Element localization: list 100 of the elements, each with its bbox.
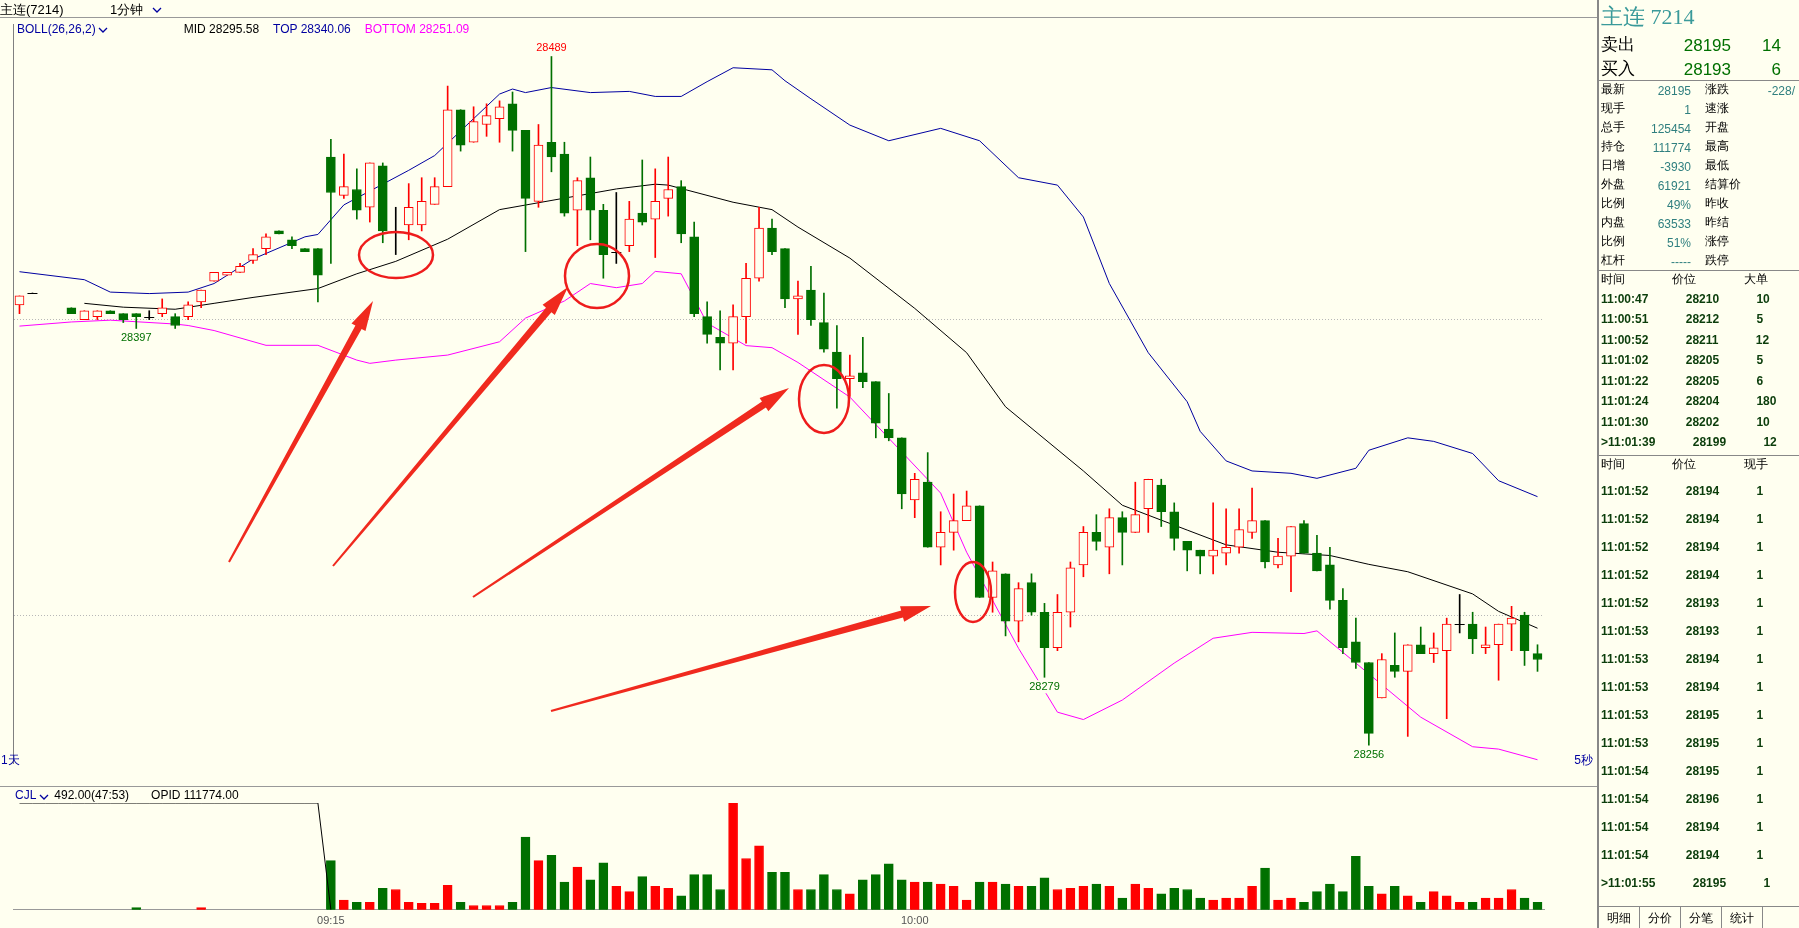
bar bbox=[896, 879, 907, 910]
bar bbox=[520, 836, 531, 910]
bar bbox=[390, 889, 401, 910]
bar bbox=[741, 858, 751, 910]
bar bbox=[1376, 893, 1387, 910]
text: 买入 28193 6 bbox=[1601, 59, 1781, 79]
text: 11:01:52 28194 1 bbox=[1601, 567, 1764, 582]
text: 11:01:52 28194 1 bbox=[1601, 511, 1764, 526]
text: 外盘 61921 结算价 bbox=[1601, 177, 1741, 193]
candlestick bbox=[650, 168, 661, 258]
candlestick bbox=[663, 156, 674, 217]
text: 明细 分价 分笔 统计 bbox=[1607, 911, 1754, 925]
text: 11:01:53 28195 1 bbox=[1601, 707, 1764, 722]
text: 日增 -3930 最低 bbox=[1601, 158, 1729, 174]
text: 比例 51% 涨停 bbox=[1601, 234, 1729, 250]
bar bbox=[1260, 867, 1270, 910]
candlestick bbox=[1195, 549, 1205, 575]
text: 11:00:47 28210 10 bbox=[1601, 291, 1770, 306]
bar bbox=[377, 888, 388, 910]
bar bbox=[1325, 883, 1335, 910]
series-label: OPID 111774.00 bbox=[151, 788, 239, 802]
text: 时间 价位 大单 bbox=[1601, 272, 1768, 286]
bar bbox=[624, 891, 635, 910]
bar bbox=[858, 879, 868, 910]
bar bbox=[1169, 888, 1180, 910]
chart-subtitle: 1分钟 bbox=[110, 1, 144, 19]
annotation: 1天 bbox=[1, 752, 20, 769]
bar bbox=[546, 855, 557, 910]
bar bbox=[1389, 885, 1400, 910]
text: 11:01:24 28204 180 bbox=[1601, 394, 1777, 408]
text: 11:00:52 28211 12 bbox=[1601, 332, 1770, 347]
candlestick bbox=[637, 159, 648, 226]
annotation: 28279 bbox=[1029, 679, 1060, 692]
text: 11:01:54 28194 1 bbox=[1601, 819, 1764, 834]
bar bbox=[935, 883, 946, 910]
bar bbox=[728, 803, 738, 910]
text: 5秒 bbox=[1574, 752, 1593, 769]
bar bbox=[1428, 891, 1439, 910]
text: >11:01:55 28195 1 bbox=[1601, 875, 1771, 890]
bar bbox=[1143, 888, 1154, 910]
bar bbox=[1338, 891, 1348, 910]
annotation: 28397 bbox=[120, 331, 152, 343]
text: 11:00:51 28212 5 bbox=[1601, 312, 1764, 326]
candlestick bbox=[1389, 632, 1400, 678]
text: 11:01:30 28202 10 bbox=[1601, 414, 1770, 429]
bar bbox=[702, 874, 712, 910]
text: 11:01:02 28205 5 bbox=[1601, 353, 1764, 367]
candlestick bbox=[1208, 502, 1218, 575]
text: 总手 125454 开盘 bbox=[1601, 120, 1729, 136]
bar bbox=[754, 845, 764, 910]
bar bbox=[637, 876, 648, 910]
bar bbox=[845, 893, 855, 910]
legend-title: BOLL(26,26,2) bbox=[17, 22, 96, 36]
text: 现手 1 速涨 bbox=[1601, 101, 1729, 117]
text: 11:01:52 28194 1 bbox=[1601, 539, 1764, 554]
candlestick bbox=[1428, 632, 1439, 663]
bar bbox=[870, 874, 881, 910]
bar bbox=[1130, 883, 1141, 910]
bar bbox=[806, 889, 816, 910]
candlestick bbox=[1221, 508, 1231, 566]
bar bbox=[1039, 877, 1050, 910]
bar bbox=[598, 862, 609, 910]
candlestick bbox=[715, 310, 725, 371]
bar bbox=[793, 889, 803, 910]
bar bbox=[1312, 891, 1322, 910]
bar bbox=[767, 872, 777, 910]
bar bbox=[689, 874, 699, 910]
chart-title: CJL bbox=[15, 788, 37, 802]
text: 内盘 63533 昨结 bbox=[1601, 215, 1729, 231]
bar bbox=[1182, 889, 1193, 910]
text: MID 28295.58 bbox=[183, 22, 260, 36]
text: 11:01:54 28196 1 bbox=[1601, 791, 1764, 806]
text: 11:01:53 28194 1 bbox=[1601, 651, 1764, 666]
bar bbox=[663, 888, 674, 910]
text: 主连 7214 bbox=[1601, 3, 1695, 31]
annotation: 28489 bbox=[536, 41, 567, 54]
bar bbox=[832, 889, 842, 910]
text: 时间 价位 现手 bbox=[1601, 456, 1768, 471]
text: 11:01:54 28195 1 bbox=[1601, 763, 1764, 778]
bar bbox=[715, 889, 725, 910]
text: BOTTOM 28251.09 bbox=[364, 22, 470, 36]
text: 11:01:52 28193 1 bbox=[1601, 595, 1764, 610]
text: 卖出 28195 14 bbox=[1601, 35, 1781, 55]
text: 比例 49% 昨收 bbox=[1601, 196, 1729, 212]
text: 11:01:53 28193 1 bbox=[1601, 623, 1764, 638]
text: 11:01:52 28194 1 bbox=[1601, 483, 1764, 498]
x-tick-label: 09:15 bbox=[317, 914, 345, 927]
bar bbox=[780, 872, 790, 910]
bar bbox=[819, 874, 829, 910]
text: >11:01:39 28199 12 bbox=[1601, 435, 1777, 449]
text: TOP 28340.06 bbox=[273, 22, 351, 36]
bar bbox=[650, 885, 661, 910]
text: 最新 28195 涨跌 -228/ bbox=[1601, 82, 1795, 98]
bar bbox=[909, 881, 920, 910]
text: 持仓 111774 最高 bbox=[1601, 139, 1729, 155]
annotation: 28256 bbox=[1353, 747, 1385, 760]
bar bbox=[533, 860, 544, 910]
text: 11:01:53 28195 1 bbox=[1601, 735, 1764, 750]
text: 11:01:54 28194 1 bbox=[1601, 847, 1764, 862]
candlestick bbox=[883, 393, 894, 442]
